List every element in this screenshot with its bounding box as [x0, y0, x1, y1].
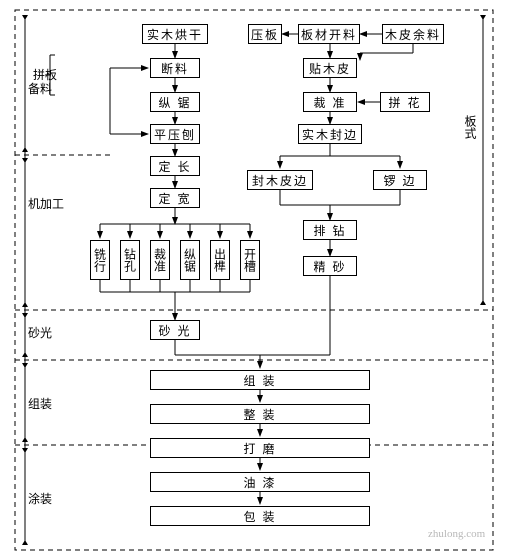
node-paizuan: 排 钻 — [303, 220, 357, 240]
node-baozhuang: 包 装 — [150, 506, 370, 526]
node-fengmupibian: 封木皮边 — [247, 170, 313, 190]
node-dingkuan: 定 宽 — [150, 188, 200, 208]
node-shaguang: 砂 光 — [150, 320, 200, 340]
label-banshi: 板式 — [462, 115, 479, 139]
node-pinhua: 拼 花 — [380, 92, 430, 112]
node-zongju2: 纵锯 — [180, 240, 200, 280]
node-caizhun-r: 裁 准 — [303, 92, 357, 112]
label-jijiagong: 机加工 — [28, 195, 64, 212]
node-dingchang: 定 长 — [150, 156, 200, 176]
label-beiliao: 备料 — [28, 80, 52, 97]
node-kaicao: 开槽 — [240, 240, 260, 280]
node-pingyabao: 平压刨 — [150, 124, 200, 144]
watermark: zhulong.com — [428, 528, 485, 540]
node-yaban: 压板 — [248, 24, 282, 44]
node-caizhun-l: 裁准 — [150, 240, 170, 280]
node-shimufengbian: 实木封边 — [298, 124, 362, 144]
node-shimuhonggan: 实木烘干 — [142, 24, 208, 44]
node-youqi: 油 漆 — [150, 472, 370, 492]
node-xixing: 铣行 — [90, 240, 110, 280]
node-tiemupi: 贴木皮 — [303, 58, 357, 78]
node-luobian: 锣 边 — [373, 170, 427, 190]
label-tuzhuang: 涂装 — [28, 490, 52, 507]
node-zuankong: 钻孔 — [120, 240, 140, 280]
node-zongju: 纵 锯 — [150, 92, 200, 112]
node-zuzhuang: 组 装 — [150, 370, 370, 390]
node-mupiyuliao: 木皮余料 — [382, 24, 444, 44]
node-chusun: 出榫 — [210, 240, 230, 280]
node-duanliao: 断料 — [150, 58, 200, 78]
label-zuzhuang: 组装 — [28, 395, 52, 412]
node-jingsha: 精 砂 — [303, 256, 357, 276]
node-damo: 打 磨 — [150, 438, 370, 458]
node-bancaikailiao: 板材开料 — [298, 24, 360, 44]
node-zhengzhuang: 整 装 — [150, 404, 370, 424]
label-shaguang: 砂光 — [28, 324, 52, 341]
